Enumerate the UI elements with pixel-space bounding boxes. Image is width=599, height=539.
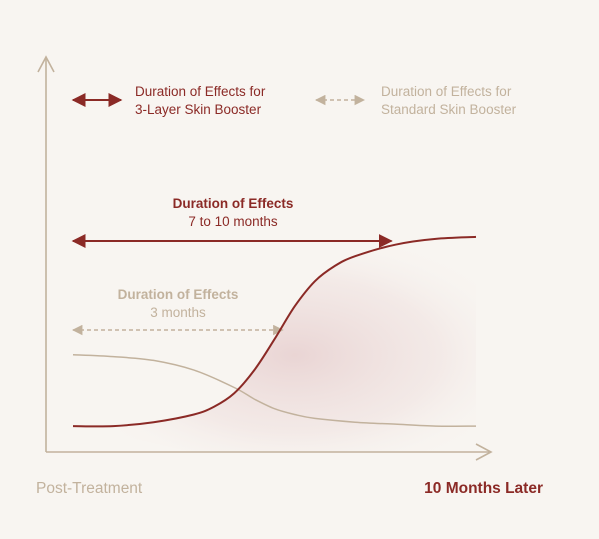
x-axis [46,443,493,461]
annotation-3-layer: Duration of Effects 7 to 10 months [71,196,393,248]
legend-label-standard-line1: Duration of Effects for [381,84,512,99]
y-axis [37,55,55,452]
x-end-label: 10 Months Later [424,480,543,497]
legend-label-3-layer-line2: 3-Layer Skin Booster [135,102,262,117]
series-line-standard [72,353,477,427]
legend-item-standard: Duration of Effects for Standard Skin Bo… [314,84,517,117]
legend-item-3-layer: Duration of Effects for 3-Layer Skin Boo… [71,84,266,117]
legend-label-standard-line2: Standard Skin Booster [381,102,517,117]
annotation-3-layer-value: 7 to 10 months [188,214,278,229]
series-line-3-layer [72,235,477,428]
annotation-standard-title: Duration of Effects [118,287,239,302]
legend-label-3-layer-line1: Duration of Effects for [135,84,266,99]
glow-area [73,236,476,452]
annotation-standard: Duration of Effects 3 months [71,287,284,336]
legend: Duration of Effects for 3-Layer Skin Boo… [71,84,517,117]
annotation-standard-value: 3 months [150,305,206,320]
x-start-label: Post-Treatment [36,480,143,497]
annotation-3-layer-title: Duration of Effects [173,196,294,211]
